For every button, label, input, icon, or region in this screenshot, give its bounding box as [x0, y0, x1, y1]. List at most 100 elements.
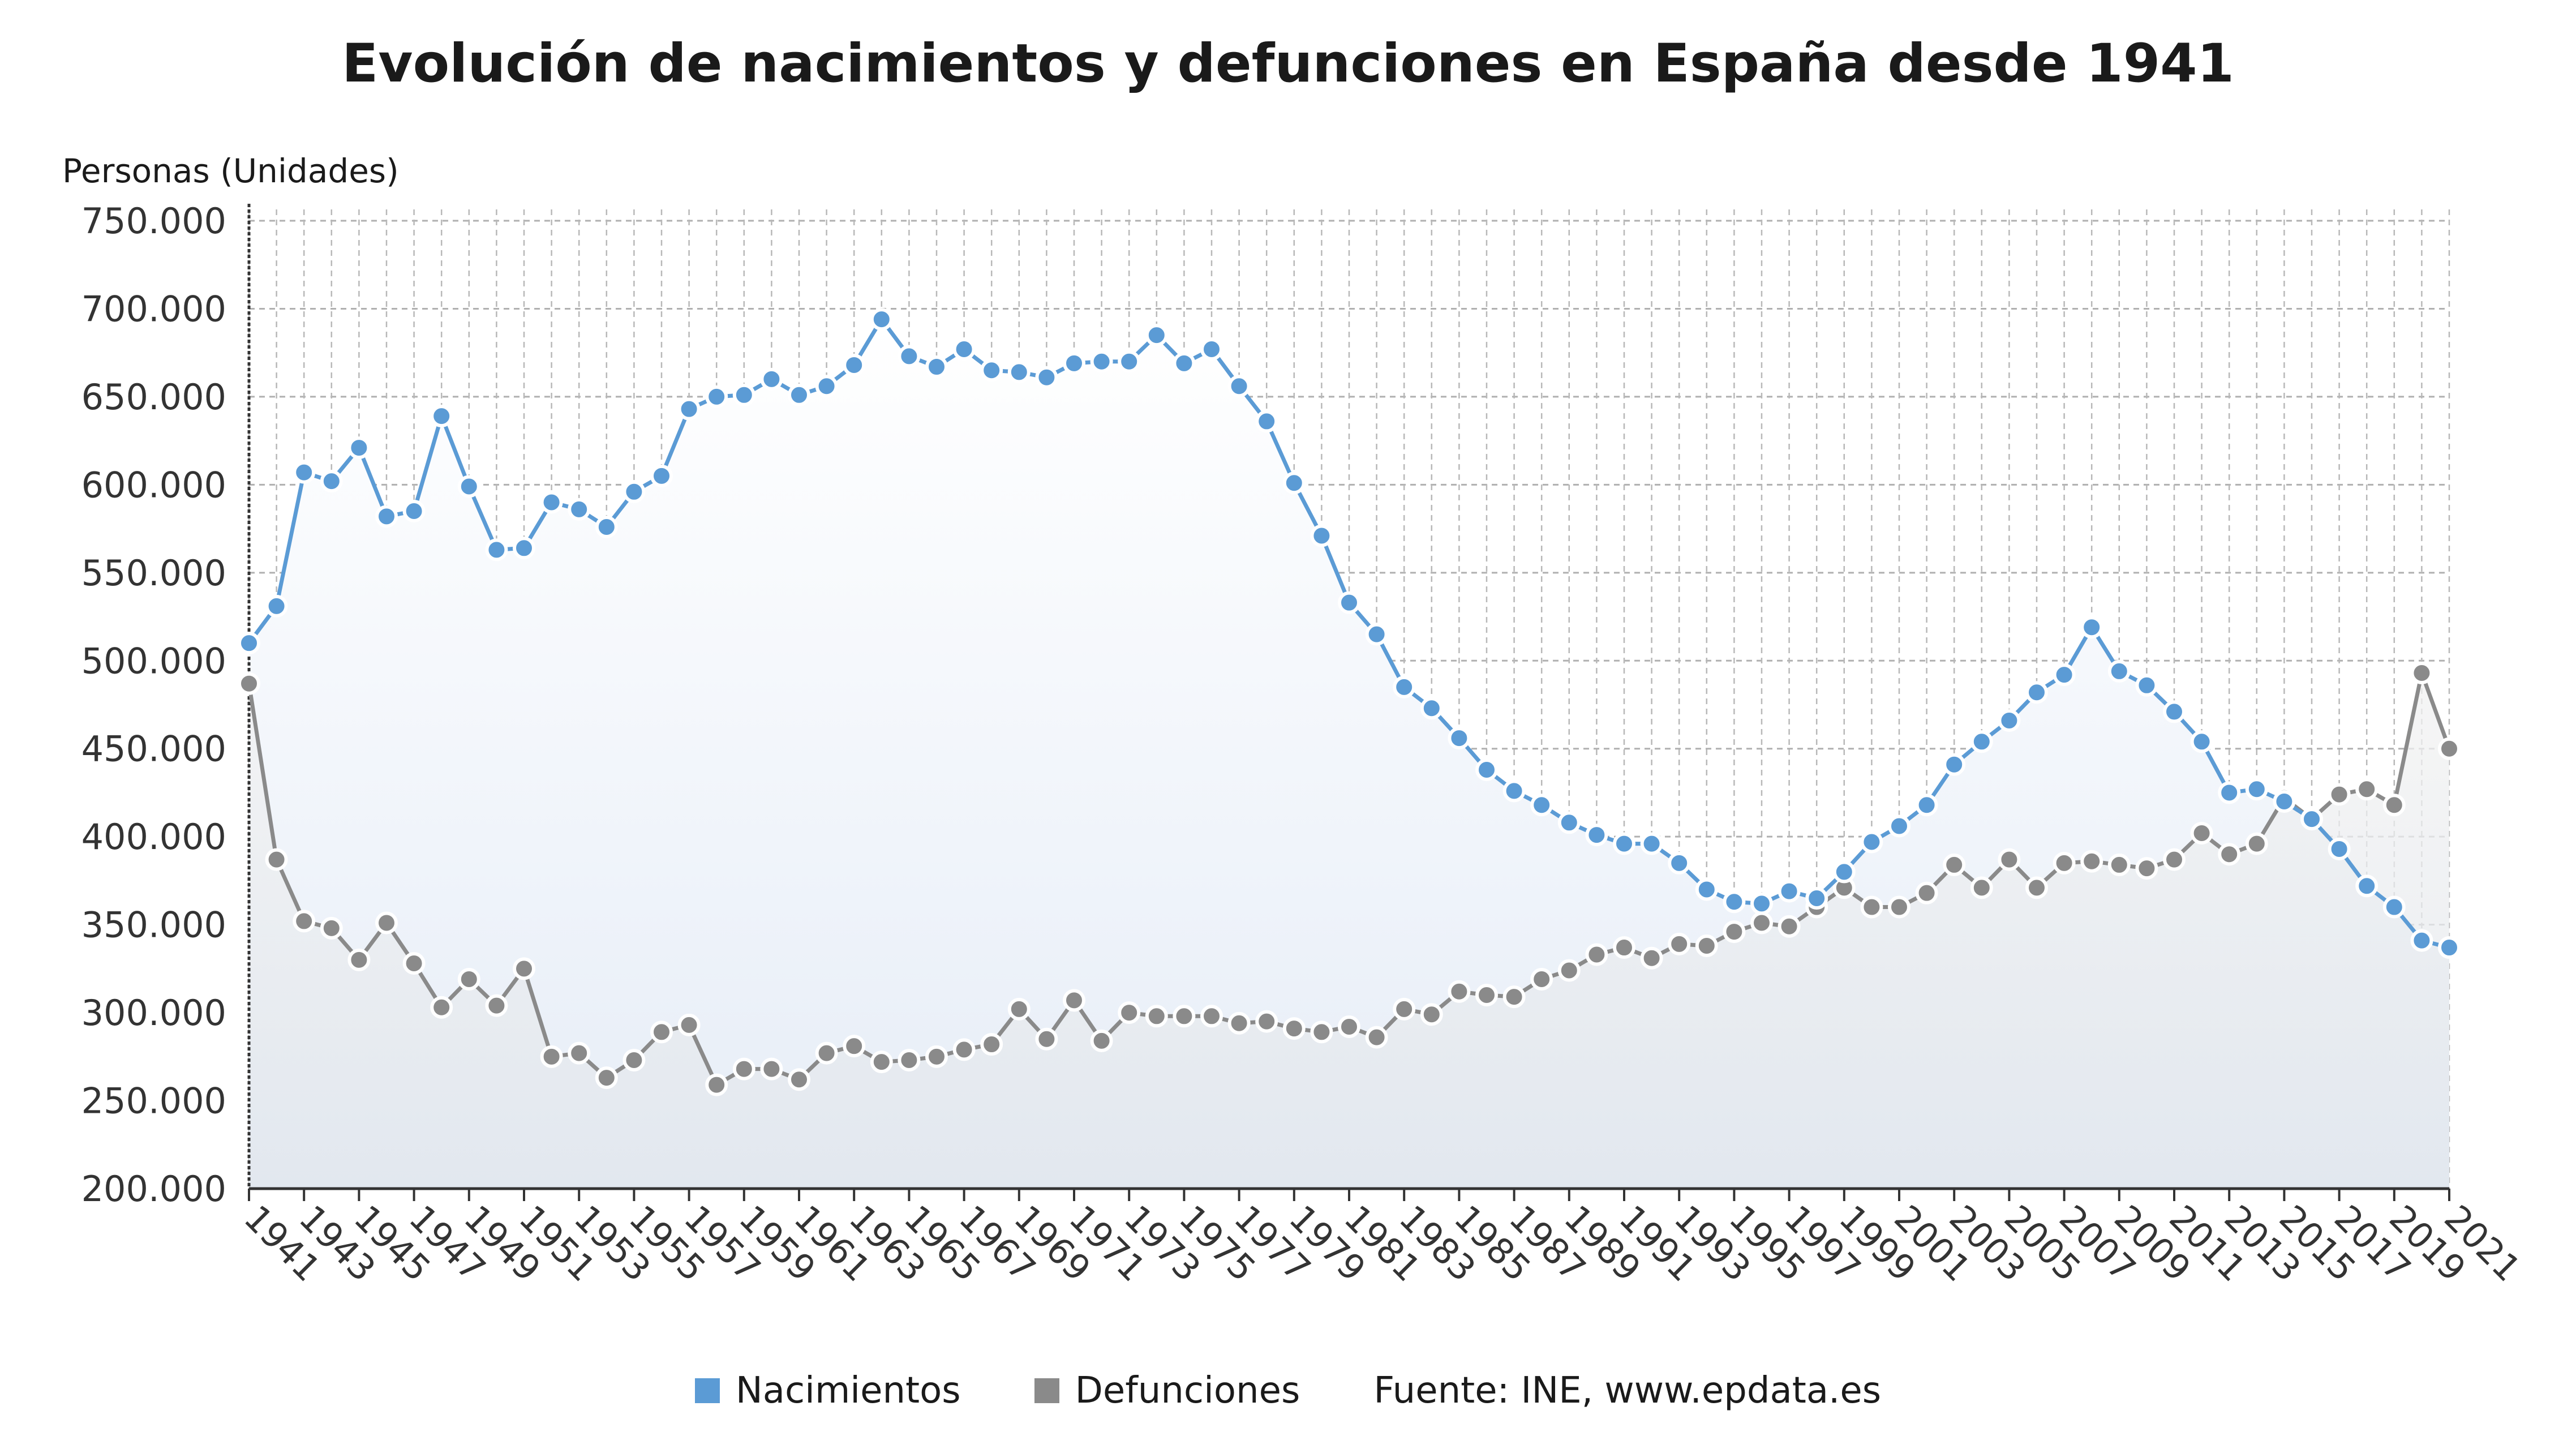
point-nacimientos-1944	[320, 470, 343, 493]
point-defunciones-1992	[1640, 946, 1663, 970]
point-defunciones-1988	[1530, 968, 1553, 991]
point-defunciones-1954	[595, 1066, 618, 1090]
point-nacimientos-1964	[870, 308, 893, 331]
legend-item-nacimientos[interactable]: Nacimientos	[694, 1370, 961, 1412]
point-nacimientos-1956	[650, 464, 673, 487]
point-defunciones-1973	[1118, 1001, 1141, 1024]
point-nacimientos-2018	[2355, 874, 2378, 898]
point-nacimientos-2019	[2382, 895, 2406, 919]
point-defunciones-2014	[2245, 832, 2268, 855]
point-defunciones-1953	[568, 1041, 591, 1065]
point-nacimientos-2008	[2080, 616, 2103, 639]
point-defunciones-1982	[1365, 1026, 1388, 1049]
point-nacimientos-2021	[2438, 936, 2461, 959]
point-nacimientos-2009	[2107, 659, 2131, 683]
point-nacimientos-1982	[1365, 623, 1388, 646]
point-nacimientos-1998	[1805, 887, 1828, 910]
point-defunciones-1968	[980, 1033, 1003, 1056]
chart-title: Evolución de nacimientos y defunciones e…	[342, 33, 2234, 95]
point-defunciones-1991	[1613, 936, 1635, 959]
point-defunciones-2008	[2080, 850, 2103, 873]
point-defunciones-1966	[925, 1045, 948, 1068]
point-nacimientos-1941	[238, 632, 260, 655]
point-nacimientos-1985	[1448, 727, 1471, 750]
point-nacimientos-1989	[1557, 811, 1581, 834]
point-nacimientos-1979	[1282, 471, 1306, 495]
point-defunciones-1945	[347, 948, 371, 971]
point-defunciones-1974	[1145, 1005, 1168, 1028]
point-nacimientos-1947	[402, 500, 426, 522]
point-nacimientos-1970	[1035, 366, 1058, 389]
point-nacimientos-1967	[952, 337, 976, 361]
point-defunciones-1958	[705, 1073, 728, 1096]
y-tick-label: 450.000	[81, 728, 226, 770]
point-defunciones-1986	[1475, 984, 1498, 1006]
point-nacimientos-1997	[1778, 880, 1801, 903]
point-defunciones-1963	[843, 1035, 866, 1058]
point-nacimientos-1960	[760, 367, 783, 391]
point-nacimientos-1973	[1118, 350, 1141, 373]
point-defunciones-1967	[952, 1038, 976, 1061]
point-defunciones-1971	[1063, 989, 1085, 1012]
y-tick-label: 250.000	[81, 1081, 226, 1122]
point-nacimientos-1976	[1200, 337, 1223, 361]
point-nacimientos-1966	[925, 355, 948, 379]
point-defunciones-1961	[788, 1068, 810, 1091]
point-nacimientos-2005	[1998, 709, 2021, 732]
point-nacimientos-1962	[815, 375, 838, 398]
point-nacimientos-1959	[732, 383, 755, 406]
point-defunciones-1970	[1035, 1027, 1058, 1051]
point-defunciones-1981	[1338, 1015, 1360, 1038]
y-tick-label: 500.000	[81, 640, 226, 681]
point-nacimientos-1999	[1832, 860, 1856, 884]
point-defunciones-1976	[1200, 1005, 1223, 1028]
point-defunciones-2004	[1970, 876, 1993, 899]
point-nacimientos-2014	[2245, 778, 2268, 801]
point-defunciones-2000	[1860, 895, 1883, 919]
y-tick-label: 350.000	[81, 904, 226, 946]
point-defunciones-1948	[430, 996, 453, 1019]
point-nacimientos-2017	[2328, 837, 2351, 860]
point-defunciones-1957	[677, 1013, 701, 1036]
point-nacimientos-1942	[265, 594, 288, 618]
point-nacimientos-1968	[980, 359, 1003, 382]
point-nacimientos-1969	[1007, 361, 1031, 384]
point-defunciones-1964	[870, 1051, 893, 1074]
point-defunciones-1941	[238, 672, 260, 695]
point-nacimientos-1949	[457, 475, 480, 498]
point-defunciones-2019	[2382, 794, 2406, 817]
y-tick-label: 700.000	[81, 288, 226, 329]
y-tick-label: 400.000	[81, 816, 226, 858]
point-defunciones-1995	[1723, 920, 1746, 944]
y-tick-label: 650.000	[81, 376, 226, 418]
point-nacimientos-2013	[2218, 781, 2241, 804]
point-defunciones-1996	[1750, 911, 1773, 934]
point-nacimientos-1955	[622, 480, 646, 503]
y-tick-label: 200.000	[81, 1168, 226, 1210]
point-nacimientos-2004	[1970, 730, 1993, 753]
point-defunciones-2009	[2107, 853, 2131, 876]
point-defunciones-2020	[2410, 662, 2433, 685]
point-defunciones-1994	[1695, 934, 1718, 957]
point-nacimientos-1988	[1530, 794, 1553, 817]
point-nacimientos-1945	[347, 436, 371, 460]
point-defunciones-2001	[1888, 895, 1910, 919]
point-nacimientos-1991	[1613, 832, 1635, 855]
legend-item-defunciones[interactable]: Defunciones	[1034, 1370, 1300, 1412]
y-tick-label: 550.000	[81, 552, 226, 594]
y-tick-label: 600.000	[81, 464, 226, 505]
y-tick-label: 750.000	[81, 200, 226, 242]
point-nacimientos-1994	[1695, 878, 1718, 901]
point-defunciones-2017	[2328, 783, 2351, 806]
point-nacimientos-1983	[1393, 675, 1416, 698]
point-nacimientos-1957	[677, 397, 701, 421]
source-note: Fuente: INE, www.epdata.es	[1373, 1370, 1882, 1412]
point-defunciones-1959	[732, 1057, 755, 1081]
point-defunciones-1975	[1173, 1005, 1196, 1028]
point-nacimientos-1963	[843, 353, 866, 376]
point-defunciones-1942	[265, 848, 288, 871]
point-defunciones-2010	[2135, 857, 2158, 880]
point-defunciones-1989	[1557, 959, 1581, 982]
point-nacimientos-1995	[1723, 890, 1746, 914]
point-defunciones-1983	[1393, 997, 1416, 1021]
